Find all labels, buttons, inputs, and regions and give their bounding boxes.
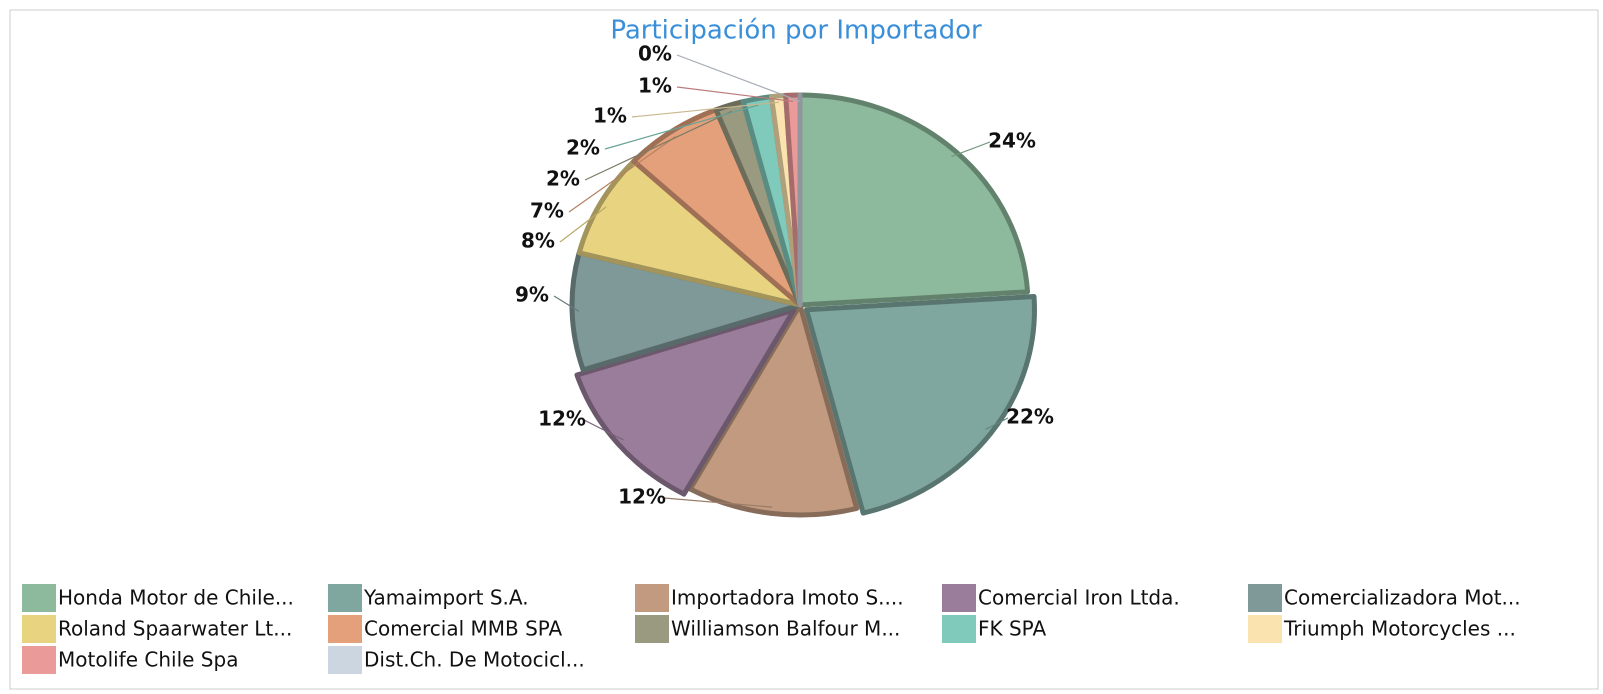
pie-slice bbox=[574, 307, 797, 497]
data-label: 0% bbox=[638, 42, 672, 66]
data-label: 7% bbox=[530, 199, 564, 223]
data-label: 12% bbox=[618, 485, 666, 509]
legend-label: Triumph Motorcycles ... bbox=[1283, 617, 1516, 641]
leader-line bbox=[553, 295, 580, 312]
legend-swatch bbox=[1248, 615, 1282, 643]
data-label: 2% bbox=[546, 167, 580, 191]
leader-line bbox=[584, 110, 732, 181]
legend-swatch bbox=[942, 584, 976, 612]
leader-line bbox=[951, 141, 991, 158]
leader-line bbox=[676, 54, 801, 102]
leader-line bbox=[663, 497, 773, 508]
pie-slice bbox=[797, 92, 1031, 308]
leader-line bbox=[631, 101, 780, 118]
legend-label: Honda Motor de Chile... bbox=[58, 586, 294, 610]
data-label: 9% bbox=[515, 283, 549, 307]
legend-label: Williamson Balfour M... bbox=[671, 617, 900, 641]
data-label: 24% bbox=[988, 129, 1036, 153]
legend-swatch bbox=[328, 646, 362, 674]
data-label: 22% bbox=[1006, 405, 1054, 429]
legend-label: FK SPA bbox=[978, 617, 1046, 641]
leader-line bbox=[568, 136, 677, 213]
legend-label: Comercial Iron Ltda. bbox=[978, 586, 1180, 610]
legend-swatch bbox=[22, 584, 56, 612]
legend-label: Importadora Imoto S.... bbox=[671, 586, 904, 610]
legend-swatch bbox=[635, 584, 669, 612]
legend-swatch bbox=[635, 615, 669, 643]
pie-slice bbox=[576, 158, 803, 308]
legend-swatch bbox=[942, 615, 976, 643]
data-label: 1% bbox=[593, 104, 627, 128]
legend-swatch bbox=[22, 615, 56, 643]
legend-label: Dist.Ch. De Motocicl... bbox=[364, 648, 585, 672]
legend-swatch bbox=[22, 646, 56, 674]
legend-label: Yamaimport S.A. bbox=[363, 586, 529, 610]
pie-slice bbox=[803, 294, 1037, 516]
pie-slice bbox=[569, 250, 803, 373]
data-label: 8% bbox=[521, 229, 555, 253]
legend-swatch bbox=[328, 615, 362, 643]
leader-line bbox=[985, 417, 1009, 430]
legend-label: Motolife Chile Spa bbox=[58, 648, 238, 672]
leader-line bbox=[676, 86, 794, 102]
legend-label: Comercializadora Mot... bbox=[1284, 586, 1521, 610]
pie-slice bbox=[687, 302, 860, 518]
data-label: 1% bbox=[638, 74, 672, 98]
leader-line bbox=[604, 104, 759, 150]
legend-label: Roland Spaarwater Lt... bbox=[58, 617, 292, 641]
leader-line bbox=[583, 419, 624, 441]
data-label: 2% bbox=[566, 136, 600, 160]
legend-label: Comercial MMB SPA bbox=[364, 617, 563, 641]
chart-title: Participación por Importador bbox=[610, 16, 982, 46]
legend-swatch bbox=[1248, 584, 1282, 612]
data-label: 12% bbox=[538, 407, 586, 431]
legend-swatch bbox=[328, 584, 362, 612]
leader-line bbox=[559, 206, 607, 243]
